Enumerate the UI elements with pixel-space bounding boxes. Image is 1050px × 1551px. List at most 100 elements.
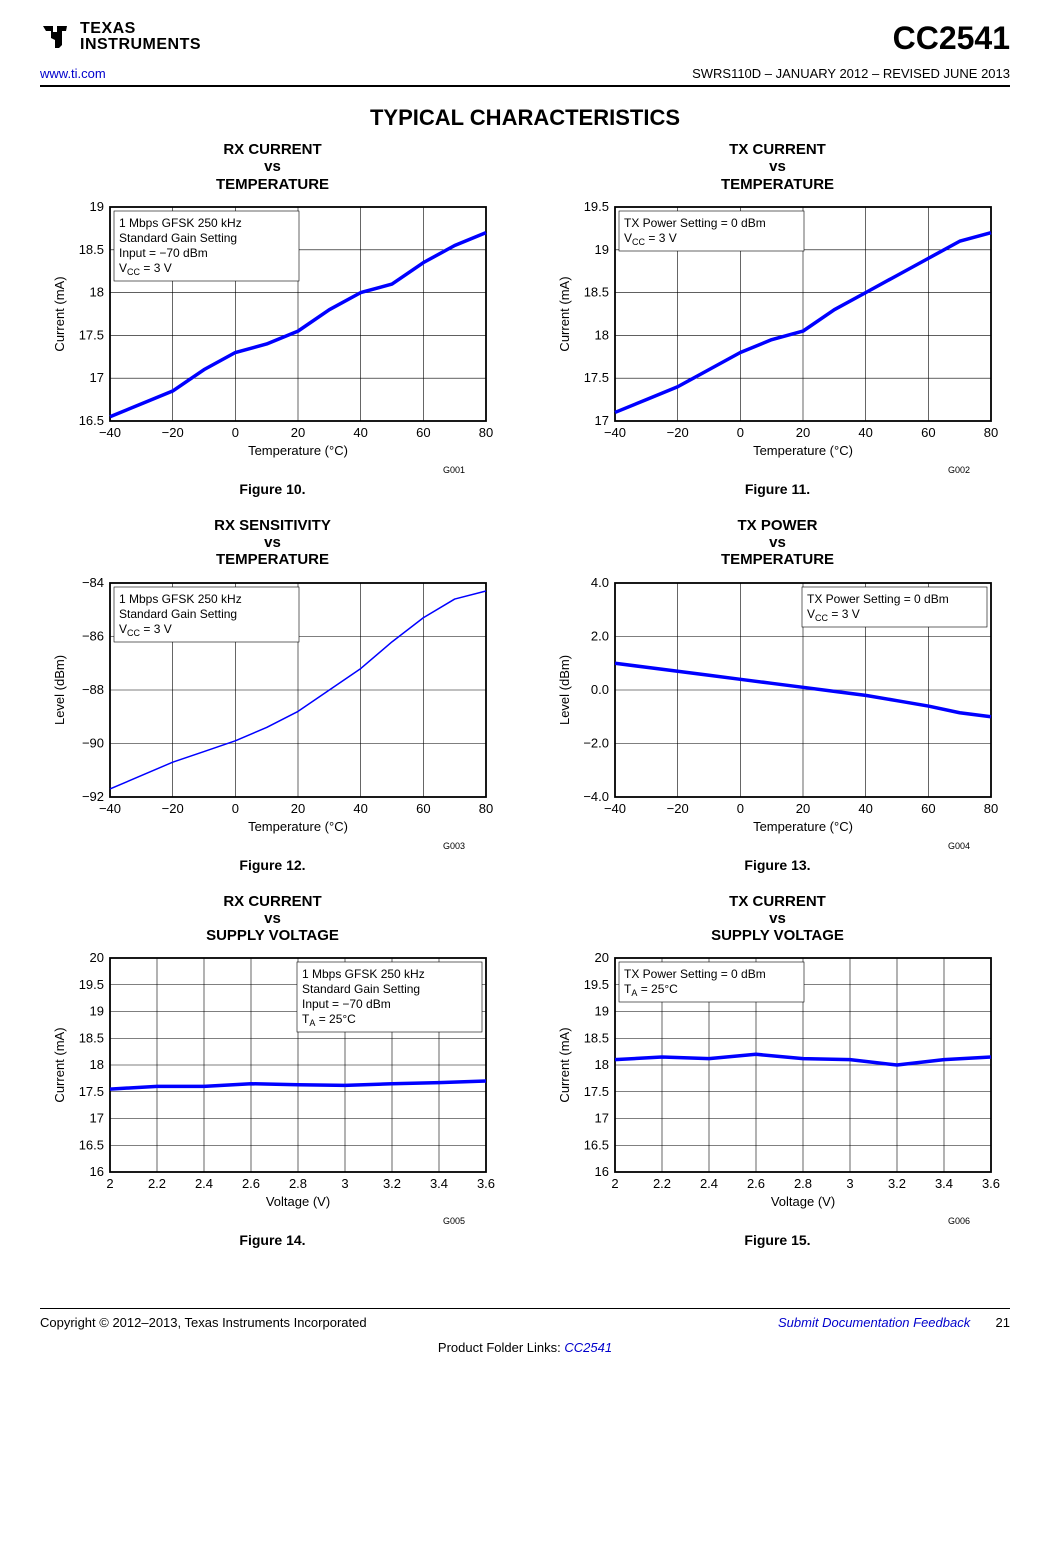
svg-text:2: 2 bbox=[106, 1176, 113, 1191]
svg-text:17.5: 17.5 bbox=[583, 1084, 608, 1099]
svg-text:Current (mA): Current (mA) bbox=[557, 276, 572, 351]
svg-text:Temperature (°C): Temperature (°C) bbox=[753, 443, 853, 458]
copyright: Copyright © 2012–2013, Texas Instruments… bbox=[40, 1315, 367, 1330]
svg-text:−20: −20 bbox=[666, 801, 688, 816]
svg-text:3: 3 bbox=[846, 1176, 853, 1191]
graph-ref: G002 bbox=[545, 465, 1010, 475]
logo-bottom: INSTRUMENTS bbox=[80, 37, 201, 53]
chart-title: TX POWERvsTEMPERATURE bbox=[721, 517, 834, 569]
svg-text:−20: −20 bbox=[666, 425, 688, 440]
chart-title: RX CURRENTvsTEMPERATURE bbox=[216, 141, 329, 193]
chart-title: RX SENSITIVITYvsTEMPERATURE bbox=[214, 517, 331, 569]
svg-text:−86: −86 bbox=[81, 628, 103, 643]
svg-text:Current (mA): Current (mA) bbox=[557, 1028, 572, 1103]
chart-block: RX CURRENTvsSUPPLY VOLTAGE 22.22.42.62.8… bbox=[40, 893, 505, 1249]
svg-text:TX Power Setting = 0 dBm: TX Power Setting = 0 dBm bbox=[624, 967, 766, 981]
svg-text:4.0: 4.0 bbox=[590, 575, 608, 590]
svg-text:16: 16 bbox=[594, 1164, 608, 1179]
svg-text:VCC = 3 V: VCC = 3 V bbox=[624, 231, 677, 247]
graph-ref: G004 bbox=[545, 841, 1010, 851]
feedback-link[interactable]: Submit Documentation Feedback bbox=[778, 1315, 970, 1330]
svg-text:16: 16 bbox=[89, 1164, 103, 1179]
svg-text:19: 19 bbox=[89, 1004, 103, 1019]
chart-svg: −40−20020406080−92−90−88−86−84Temperatur… bbox=[48, 573, 498, 843]
svg-text:Level (dBm): Level (dBm) bbox=[557, 654, 572, 724]
svg-text:3.6: 3.6 bbox=[476, 1176, 494, 1191]
svg-text:20: 20 bbox=[290, 801, 304, 816]
svg-text:16.5: 16.5 bbox=[78, 1138, 103, 1153]
svg-text:0: 0 bbox=[736, 801, 743, 816]
svg-text:40: 40 bbox=[353, 425, 367, 440]
svg-text:20: 20 bbox=[89, 950, 103, 965]
figure-caption: Figure 15. bbox=[744, 1232, 810, 1248]
svg-text:19: 19 bbox=[89, 199, 103, 214]
svg-text:17: 17 bbox=[594, 413, 608, 428]
svg-text:19: 19 bbox=[594, 1004, 608, 1019]
links-prefix: Product Folder Links: bbox=[438, 1340, 564, 1355]
svg-text:TX Power Setting = 0 dBm: TX Power Setting = 0 dBm bbox=[807, 592, 949, 606]
svg-text:60: 60 bbox=[921, 425, 935, 440]
svg-text:18: 18 bbox=[89, 284, 103, 299]
chart-svg: 22.22.42.62.833.23.43.61616.51717.51818.… bbox=[553, 948, 1003, 1218]
svg-text:−84: −84 bbox=[81, 575, 103, 590]
ti-url[interactable]: www.ti.com bbox=[40, 66, 106, 81]
svg-text:Voltage (V): Voltage (V) bbox=[265, 1194, 329, 1209]
figure-caption: Figure 13. bbox=[744, 857, 810, 873]
chart-title: TX CURRENTvsSUPPLY VOLTAGE bbox=[711, 893, 844, 945]
svg-text:−20: −20 bbox=[161, 425, 183, 440]
svg-text:Input = −70 dBm: Input = −70 dBm bbox=[302, 997, 391, 1011]
svg-text:17.5: 17.5 bbox=[583, 370, 608, 385]
chart-svg: 22.22.42.62.833.23.43.61616.51717.51818.… bbox=[48, 948, 498, 1218]
svg-text:2.0: 2.0 bbox=[590, 628, 608, 643]
svg-text:17.5: 17.5 bbox=[78, 1084, 103, 1099]
svg-text:18: 18 bbox=[594, 327, 608, 342]
chart-svg: −40−2002040608016.51717.51818.519Tempera… bbox=[48, 197, 498, 467]
folder-link[interactable]: CC2541 bbox=[564, 1340, 612, 1355]
svg-text:Voltage (V): Voltage (V) bbox=[770, 1194, 834, 1209]
figure-caption: Figure 11. bbox=[745, 481, 810, 497]
ti-logo-mark bbox=[40, 20, 74, 54]
svg-text:0.0: 0.0 bbox=[590, 682, 608, 697]
header: TEXAS INSTRUMENTS CC2541 bbox=[40, 10, 1010, 62]
svg-text:18: 18 bbox=[594, 1057, 608, 1072]
footer-links: Product Folder Links: CC2541 bbox=[40, 1336, 1010, 1375]
svg-text:19: 19 bbox=[594, 242, 608, 257]
chart-block: TX CURRENTvsTEMPERATURE −40−200204060801… bbox=[545, 141, 1010, 497]
svg-text:19.5: 19.5 bbox=[78, 977, 103, 992]
svg-text:60: 60 bbox=[416, 425, 430, 440]
svg-text:19.5: 19.5 bbox=[583, 977, 608, 992]
svg-text:16.5: 16.5 bbox=[583, 1138, 608, 1153]
svg-text:VCC = 3 V: VCC = 3 V bbox=[119, 261, 172, 277]
footer: Copyright © 2012–2013, Texas Instruments… bbox=[40, 1309, 1010, 1336]
svg-text:2.4: 2.4 bbox=[194, 1176, 212, 1191]
graph-ref: G005 bbox=[40, 1216, 505, 1226]
section-title: TYPICAL CHARACTERISTICS bbox=[40, 105, 1010, 131]
figure-caption: Figure 10. bbox=[239, 481, 305, 497]
figure-caption: Figure 14. bbox=[239, 1232, 305, 1248]
chart-block: RX CURRENTvsTEMPERATURE −40−200204060801… bbox=[40, 141, 505, 497]
svg-text:−92: −92 bbox=[81, 789, 103, 804]
ti-logo: TEXAS INSTRUMENTS bbox=[40, 20, 201, 54]
svg-text:3.2: 3.2 bbox=[887, 1176, 905, 1191]
svg-text:20: 20 bbox=[795, 801, 809, 816]
svg-text:17: 17 bbox=[594, 1111, 608, 1126]
svg-text:−20: −20 bbox=[161, 801, 183, 816]
svg-text:40: 40 bbox=[353, 801, 367, 816]
svg-text:17: 17 bbox=[89, 1111, 103, 1126]
svg-text:Current (mA): Current (mA) bbox=[52, 276, 67, 351]
svg-text:Temperature (°C): Temperature (°C) bbox=[753, 819, 853, 834]
chart-title: TX CURRENTvsTEMPERATURE bbox=[721, 141, 834, 193]
logo-top: TEXAS bbox=[80, 21, 201, 37]
graph-ref: G001 bbox=[40, 465, 505, 475]
svg-text:18.5: 18.5 bbox=[78, 242, 103, 257]
svg-text:1 Mbps GFSK 250 kHz: 1 Mbps GFSK 250 kHz bbox=[119, 592, 242, 606]
svg-text:3.4: 3.4 bbox=[934, 1176, 952, 1191]
graph-ref: G006 bbox=[545, 1216, 1010, 1226]
svg-text:Standard Gain Setting: Standard Gain Setting bbox=[119, 607, 237, 621]
doc-line: SWRS110D – JANUARY 2012 – REVISED JUNE 2… bbox=[692, 66, 1010, 81]
svg-text:18: 18 bbox=[89, 1057, 103, 1072]
svg-text:−4.0: −4.0 bbox=[583, 789, 609, 804]
chart-svg: −40−20020406080−4.0−2.00.02.04.0Temperat… bbox=[553, 573, 1003, 843]
svg-text:Current (mA): Current (mA) bbox=[52, 1028, 67, 1103]
svg-text:2: 2 bbox=[611, 1176, 618, 1191]
